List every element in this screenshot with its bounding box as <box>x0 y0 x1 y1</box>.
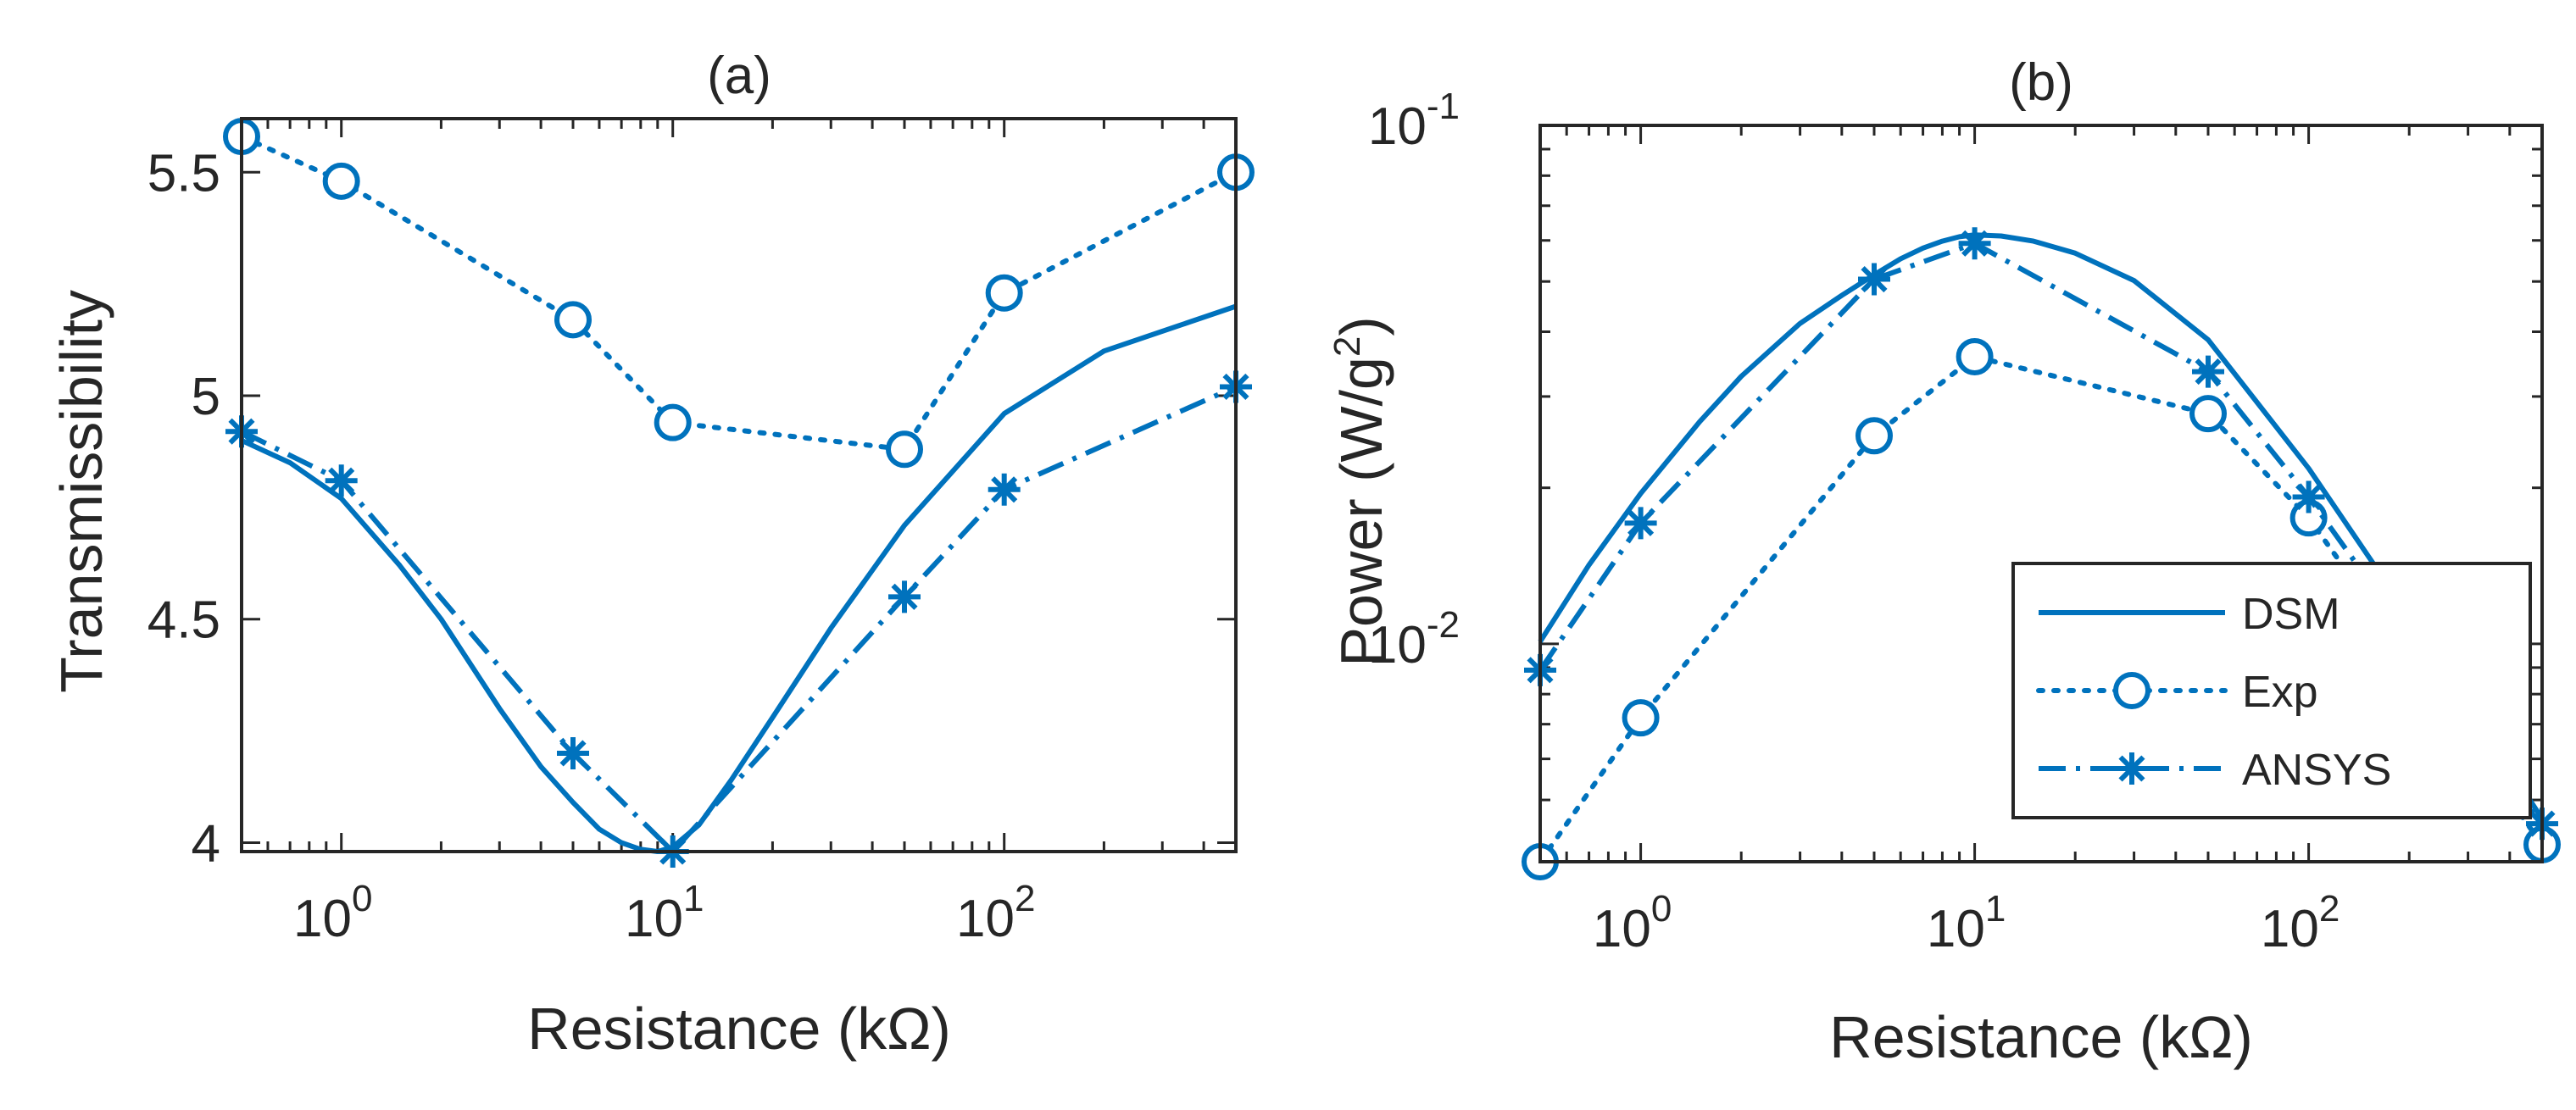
panel-b-series-dsm-line <box>1538 232 2545 820</box>
panel-b-x-tick-label: 102 <box>2261 888 2340 958</box>
panel-b-series-exp-marker <box>1622 699 1660 737</box>
panel-b-x-tick-label-exponent: 1 <box>1985 888 2006 930</box>
legend-entry-exp: Exp <box>2036 668 2318 717</box>
panel-b-axes-frame <box>1538 124 2544 863</box>
panel-a-series-exp-marker <box>985 274 1023 312</box>
panel-b-y-tick-label-exponent: -2 <box>1427 604 1460 646</box>
panel-b-series-ansys-marker <box>1958 227 1991 260</box>
panel-a-series-exp-marker <box>554 301 592 339</box>
panel-b-plot-area <box>1522 124 2561 880</box>
panel-a-y-tick-label: 4 <box>192 814 220 873</box>
panel-b-x-tick-label-base: 10 <box>1927 900 1985 958</box>
panel-b: (b) 100 101 102 10-210-1 Resistance (kΩ) P… <box>1327 53 2561 1070</box>
panel-a-x-tick-labels: 100 101 102 <box>293 878 1035 948</box>
legend-ansys-marker-sample <box>2116 752 2148 785</box>
panel-a-series-ansys-marker <box>325 464 358 497</box>
panel-b-x-tick-label-base: 10 <box>1593 900 1651 958</box>
panel-a-y-tick-labels: 4 4.5 5 5.5 <box>147 144 220 873</box>
panel-a-x-tick-label: 102 <box>956 878 1035 948</box>
panel-b-y-axis-label-main: Power (W/g <box>1328 357 1394 667</box>
panel-b-y-tick-label-exponent: -1 <box>1427 86 1460 127</box>
panel-a-x-tick-label-base: 10 <box>293 890 352 948</box>
legend: DSM Exp ANSYS <box>2011 562 2532 819</box>
panel-b-series-ansys-marker <box>2192 355 2224 388</box>
legend-entry-dsm: DSM <box>2039 590 2340 639</box>
panel-a-series-exp <box>223 118 1255 469</box>
legend-entry-ansys: ANSYS <box>2039 746 2391 795</box>
panel-b-y-tick-label-base: 10 <box>1368 616 1427 674</box>
panel-a: (a) 100 101 102 44.555.5 Resistance (kΩ) T… <box>48 47 1255 1062</box>
panel-a-x-tick-label-exponent: 0 <box>352 878 372 919</box>
panel-a-title: (a) <box>707 47 771 105</box>
panel-b-series-exp-marker <box>1956 337 1994 375</box>
panel-b-y-tick-label-base: 10 <box>1368 97 1427 156</box>
panel-a-plot-area <box>223 117 1255 868</box>
panel-a-x-tick-label: 100 <box>293 878 372 948</box>
panel-a-y-axis-label: Transmissibility <box>48 290 114 693</box>
panel-b-y-tick-labels: 10-210-1 <box>1368 86 1460 674</box>
panel-a-series-dsm <box>240 303 1237 854</box>
panel-a-series-exp-marker <box>322 162 360 200</box>
panel-b-x-tick-label-base: 10 <box>2261 900 2319 958</box>
panel-a-y-tick-label: 4.5 <box>147 591 220 650</box>
panel-b-series-ansys-marker <box>2292 480 2325 513</box>
panel-b-x-tick-label: 101 <box>1927 888 2006 958</box>
panel-a-x-tick-label-base: 10 <box>956 890 1015 948</box>
panel-b-series-ansys-marker <box>1858 263 1890 296</box>
panel-a-series-exp-marker <box>886 430 923 469</box>
legend-exp-label: Exp <box>2242 668 2318 717</box>
panel-b-x-tick-label-exponent: 0 <box>1651 888 1672 930</box>
panel-a-x-tick-label: 101 <box>625 878 704 948</box>
panel-a-series-ansys-marker <box>888 580 921 613</box>
panel-a-y-tick-label: 5 <box>192 368 220 426</box>
panel-b-title: (b) <box>2009 53 2073 112</box>
panel-b-series-exp-marker <box>1855 417 1893 455</box>
panel-b-y-axis-label: Power (W/g2) <box>1327 316 1394 666</box>
panel-a-series-ansys-marker <box>988 473 1021 506</box>
panel-b-x-tick-label: 100 <box>1593 888 1672 958</box>
panel-a-series-dsm-line <box>240 303 1237 854</box>
panel-b-y-axis-label-end: ) <box>1328 316 1394 336</box>
panel-b-series-exp-marker <box>2189 395 2227 433</box>
panel-b-series-dsm <box>1538 232 2545 820</box>
panel-b-series-ansys-marker <box>1624 507 1657 540</box>
panel-a-axes-frame <box>240 117 1238 853</box>
panel-a-y-tick-label: 5.5 <box>147 144 220 203</box>
legend-dsm-label: DSM <box>2242 590 2340 639</box>
panel-b-y-tick-label: 10-2 <box>1368 604 1460 674</box>
panel-b-x-axis-label: Resistance (kΩ) <box>1829 1004 2253 1070</box>
panel-a-x-axis-label: Resistance (kΩ) <box>527 996 951 1062</box>
panel-b-x-tick-label-exponent: 2 <box>2319 888 2340 930</box>
panel-a-series-exp-marker <box>654 403 692 441</box>
panel-a-x-tick-label-exponent: 1 <box>683 878 704 919</box>
legend-exp-marker-sample <box>2113 672 2150 709</box>
panel-b-y-axis-label-superscript: 2 <box>1327 336 1368 357</box>
panel-b-y-tick-label: 10-1 <box>1368 86 1460 156</box>
panel-b-x-tick-labels: 100 101 102 <box>1593 888 2340 958</box>
panel-a-x-tick-label-base: 10 <box>625 890 683 948</box>
legend-ansys-label: ANSYS <box>2242 746 2391 795</box>
panel-a-x-tick-label-exponent: 2 <box>1015 878 1035 919</box>
panel-a-series-ansys-marker <box>557 736 589 769</box>
